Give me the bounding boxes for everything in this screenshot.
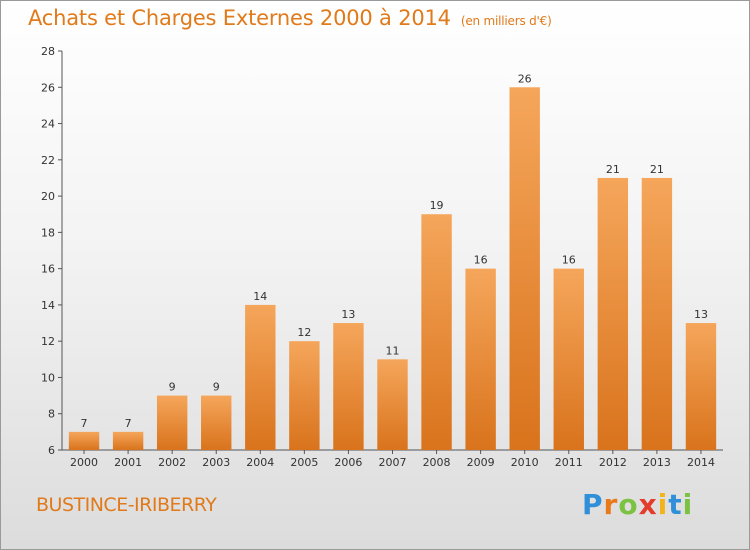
x-tick-label: 2000: [70, 456, 98, 469]
data-label-2013: 21: [650, 163, 664, 176]
data-label-2009: 16: [474, 254, 488, 267]
bar-2009: [465, 268, 496, 450]
bar-2002: [156, 395, 188, 450]
bar-2013: [641, 177, 673, 451]
y-tick-label: 22: [41, 154, 55, 167]
data-label-2012: 21: [606, 163, 620, 176]
x-tick-label: 2008: [423, 456, 451, 469]
y-tick-label: 12: [41, 335, 55, 348]
logo-letter: i: [657, 488, 669, 521]
data-label-2011: 16: [562, 254, 576, 267]
x-tick-label: 2004: [246, 456, 274, 469]
x-tick-label: 2014: [687, 456, 715, 469]
bar-2008: [421, 214, 452, 450]
bar-2011: [553, 268, 584, 450]
location-name: BUSTINCE-IRIBERRY: [36, 494, 217, 516]
x-tick-label: 2010: [511, 456, 539, 469]
bar-2007: [377, 359, 408, 450]
logo-letter: r: [603, 488, 619, 521]
y-tick-label: 14: [41, 299, 55, 312]
y-tick-label: 26: [41, 81, 55, 94]
bar-2010: [509, 87, 540, 450]
data-label-2004: 14: [253, 290, 267, 303]
x-tick-label: 2007: [379, 456, 407, 469]
y-tick-label: 20: [41, 190, 55, 203]
logo-letter: o: [618, 488, 639, 521]
bar-2001: [112, 431, 144, 450]
data-label-2010: 26: [518, 72, 532, 85]
y-tick-label: 16: [41, 263, 55, 276]
logo-letter: t: [668, 488, 683, 521]
y-tick-label: 6: [48, 444, 55, 457]
bar-2012: [597, 177, 629, 451]
data-label-2007: 11: [386, 344, 400, 357]
data-label-2014: 13: [694, 308, 708, 321]
bar-2005: [289, 341, 320, 450]
chart-title: Achats et Charges Externes 2000 à 2014 (e…: [28, 6, 552, 30]
y-tick-label: 24: [41, 118, 55, 131]
bar-2003: [201, 395, 232, 450]
bar-2004: [245, 304, 276, 450]
y-tick-label: 28: [41, 45, 55, 58]
data-label-2002: 9: [169, 381, 176, 394]
x-tick-label: 2012: [599, 456, 627, 469]
bar-2006: [333, 323, 364, 450]
x-tick-label: 2009: [467, 456, 495, 469]
data-label-2005: 12: [297, 326, 311, 339]
proxiti-logo: Proxiti: [582, 488, 693, 521]
data-label-2000: 7: [81, 417, 88, 430]
x-tick-label: 2005: [290, 456, 318, 469]
y-tick-label: 8: [48, 408, 55, 421]
logo-letter: P: [582, 488, 604, 521]
data-label-2008: 19: [430, 199, 444, 212]
data-label-2003: 9: [213, 381, 220, 394]
logo-letter: i: [682, 488, 694, 521]
x-tick-label: 2001: [114, 456, 142, 469]
y-tick-label: 18: [41, 226, 55, 239]
chart-title-text: Achats et Charges Externes 2000 à 2014: [28, 6, 451, 30]
y-tick-label: 10: [41, 371, 55, 384]
x-tick-label: 2006: [334, 456, 362, 469]
x-tick-label: 2002: [158, 456, 186, 469]
bar-2014: [685, 323, 717, 450]
x-tick-label: 2013: [643, 456, 671, 469]
data-label-2001: 7: [125, 417, 132, 430]
x-tick-label: 2011: [555, 456, 583, 469]
chart-unit: (en milliers d'€): [460, 14, 552, 28]
logo-letter: x: [638, 488, 658, 521]
bar-2000: [68, 431, 100, 450]
x-tick-label: 2003: [202, 456, 230, 469]
data-label-2006: 13: [341, 308, 355, 321]
